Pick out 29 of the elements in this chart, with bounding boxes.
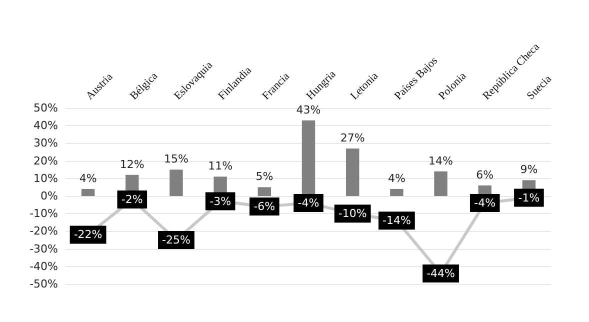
data-label: 11% xyxy=(208,160,233,173)
bar xyxy=(170,170,183,196)
data-label: 5% xyxy=(256,170,274,184)
data-label: 4% xyxy=(79,172,97,185)
y-tick-label: -10% xyxy=(30,207,58,220)
y-tick-label: -30% xyxy=(30,242,58,256)
data-label: 12% xyxy=(120,158,144,171)
data-label: 9% xyxy=(520,163,538,176)
y-tick-label: 0% xyxy=(40,190,58,202)
y-tick-label: -50% xyxy=(30,278,58,290)
y-tick-label: 20% xyxy=(34,154,58,168)
bar xyxy=(302,120,316,196)
y-tick-label: 40% xyxy=(34,119,58,132)
data-label: 15% xyxy=(164,152,188,166)
data-label: 4% xyxy=(388,172,406,185)
bar xyxy=(81,188,95,196)
bar xyxy=(258,187,272,196)
bar xyxy=(434,171,448,196)
data-label: 27% xyxy=(340,131,365,144)
data-label: 14% xyxy=(428,154,453,168)
data-label: 6% xyxy=(476,168,494,182)
data-label: 43% xyxy=(296,103,321,116)
y-tick-label: 30% xyxy=(34,136,58,150)
y-tick-label: 50% xyxy=(34,102,58,114)
y-tick-label: -20% xyxy=(30,224,58,238)
y-tick-label: 10% xyxy=(34,172,58,185)
y-tick-label: -40% xyxy=(30,260,58,273)
bar xyxy=(390,188,404,196)
bar xyxy=(346,148,360,196)
